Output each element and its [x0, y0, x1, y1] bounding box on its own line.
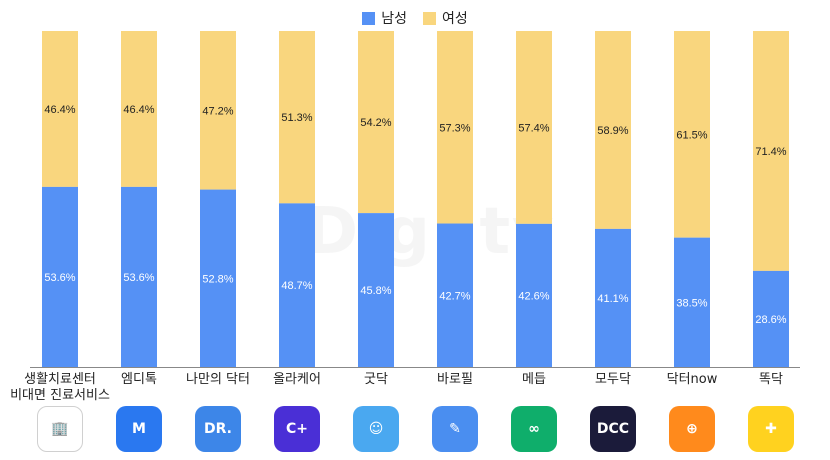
bar-male-7 — [595, 228, 631, 367]
data-label-male-7: 41.1% — [597, 293, 628, 305]
legend-label-female: 여성 — [442, 11, 468, 27]
data-label-female-0: 46.4% — [44, 104, 75, 116]
stacked-bar-chart: 46.4% 53.6% 46.4% 53.6% 47.2% 52.8% 51.3% 48.7%… — [30, 31, 800, 368]
category-label-6: 메듭 — [522, 372, 546, 387]
barophil-icon: ✎ — [432, 406, 478, 452]
dr-icon: DR. — [195, 406, 241, 452]
data-label-female-7: 58.9% — [597, 125, 628, 137]
bar-female-0 — [42, 31, 78, 187]
legend-item-female: 여성 — [423, 8, 468, 28]
bar-male-6 — [516, 223, 552, 367]
bar-male-8 — [674, 237, 710, 367]
gov-building-icon: 🏢 — [37, 406, 83, 452]
goodoc-icon: ☺ — [353, 406, 399, 452]
category-label-9: 똑닥 — [759, 372, 783, 387]
bar-female-4 — [358, 31, 394, 214]
ollacare-icon: C+ — [274, 406, 320, 452]
category-label-1: 엠디톡 — [121, 372, 157, 387]
category-label-8: 닥터now — [666, 372, 718, 387]
legend-label-male: 남성 — [381, 11, 407, 27]
bar-female-2 — [200, 31, 236, 190]
category-label-4: 굿닥 — [364, 372, 388, 387]
data-label-male-9: 28.6% — [755, 314, 786, 326]
data-label-female-4: 54.2% — [360, 117, 391, 129]
bar-male-5 — [437, 223, 473, 367]
data-label-female-5: 57.3% — [439, 122, 470, 134]
data-label-male-4: 45.8% — [360, 285, 391, 297]
data-label-male-3: 48.7% — [281, 280, 312, 292]
bar-male-9 — [753, 270, 789, 367]
data-label-male-2: 52.8% — [202, 273, 233, 285]
bar-male-1 — [121, 186, 157, 367]
bar-male-3 — [279, 203, 315, 367]
ddocdoc-icon: ✚ — [748, 406, 794, 452]
data-label-female-8: 61.5% — [676, 129, 707, 141]
data-label-male-0: 53.6% — [44, 272, 75, 284]
data-label-male-6: 42.6% — [518, 290, 549, 302]
legend: 남성 여성 — [0, 8, 830, 28]
data-label-male-1: 53.6% — [123, 272, 154, 284]
category-label-5: 바로필 — [437, 372, 473, 387]
data-label-male-8: 38.5% — [676, 297, 707, 309]
data-label-female-2: 47.2% — [202, 105, 233, 117]
bar-female-3 — [279, 31, 315, 204]
category-label-0: 생활치료센터 비대면 진료서비스 — [10, 372, 110, 403]
bar-female-5 — [437, 31, 473, 224]
bar-male-4 — [358, 213, 394, 367]
legend-item-male: 남성 — [362, 8, 407, 28]
bar-female-1 — [121, 31, 157, 187]
data-label-male-5: 42.7% — [439, 290, 470, 302]
data-label-female-6: 57.4% — [518, 122, 549, 134]
data-label-female-1: 46.4% — [123, 104, 154, 116]
category-label-7: 모두닥 — [595, 372, 631, 387]
data-label-female-3: 51.3% — [281, 112, 312, 124]
modoodoc-icon: DCC — [590, 406, 636, 452]
bar-female-7 — [595, 31, 631, 229]
medeup-icon: ∞ — [511, 406, 557, 452]
legend-swatch-female — [423, 11, 436, 25]
bar-male-0 — [42, 186, 78, 367]
mdtalk-icon: M — [116, 406, 162, 452]
doctornow-icon: ⊕ — [669, 406, 715, 452]
bar-female-8 — [674, 31, 710, 238]
data-label-female-9: 71.4% — [755, 146, 786, 158]
bar-female-6 — [516, 31, 552, 224]
legend-swatch-male — [362, 11, 376, 25]
bar-female-9 — [753, 31, 789, 271]
category-label-2: 나만의 닥터 — [186, 372, 250, 387]
bar-male-2 — [200, 189, 236, 367]
category-label-3: 올라케어 — [273, 372, 321, 387]
